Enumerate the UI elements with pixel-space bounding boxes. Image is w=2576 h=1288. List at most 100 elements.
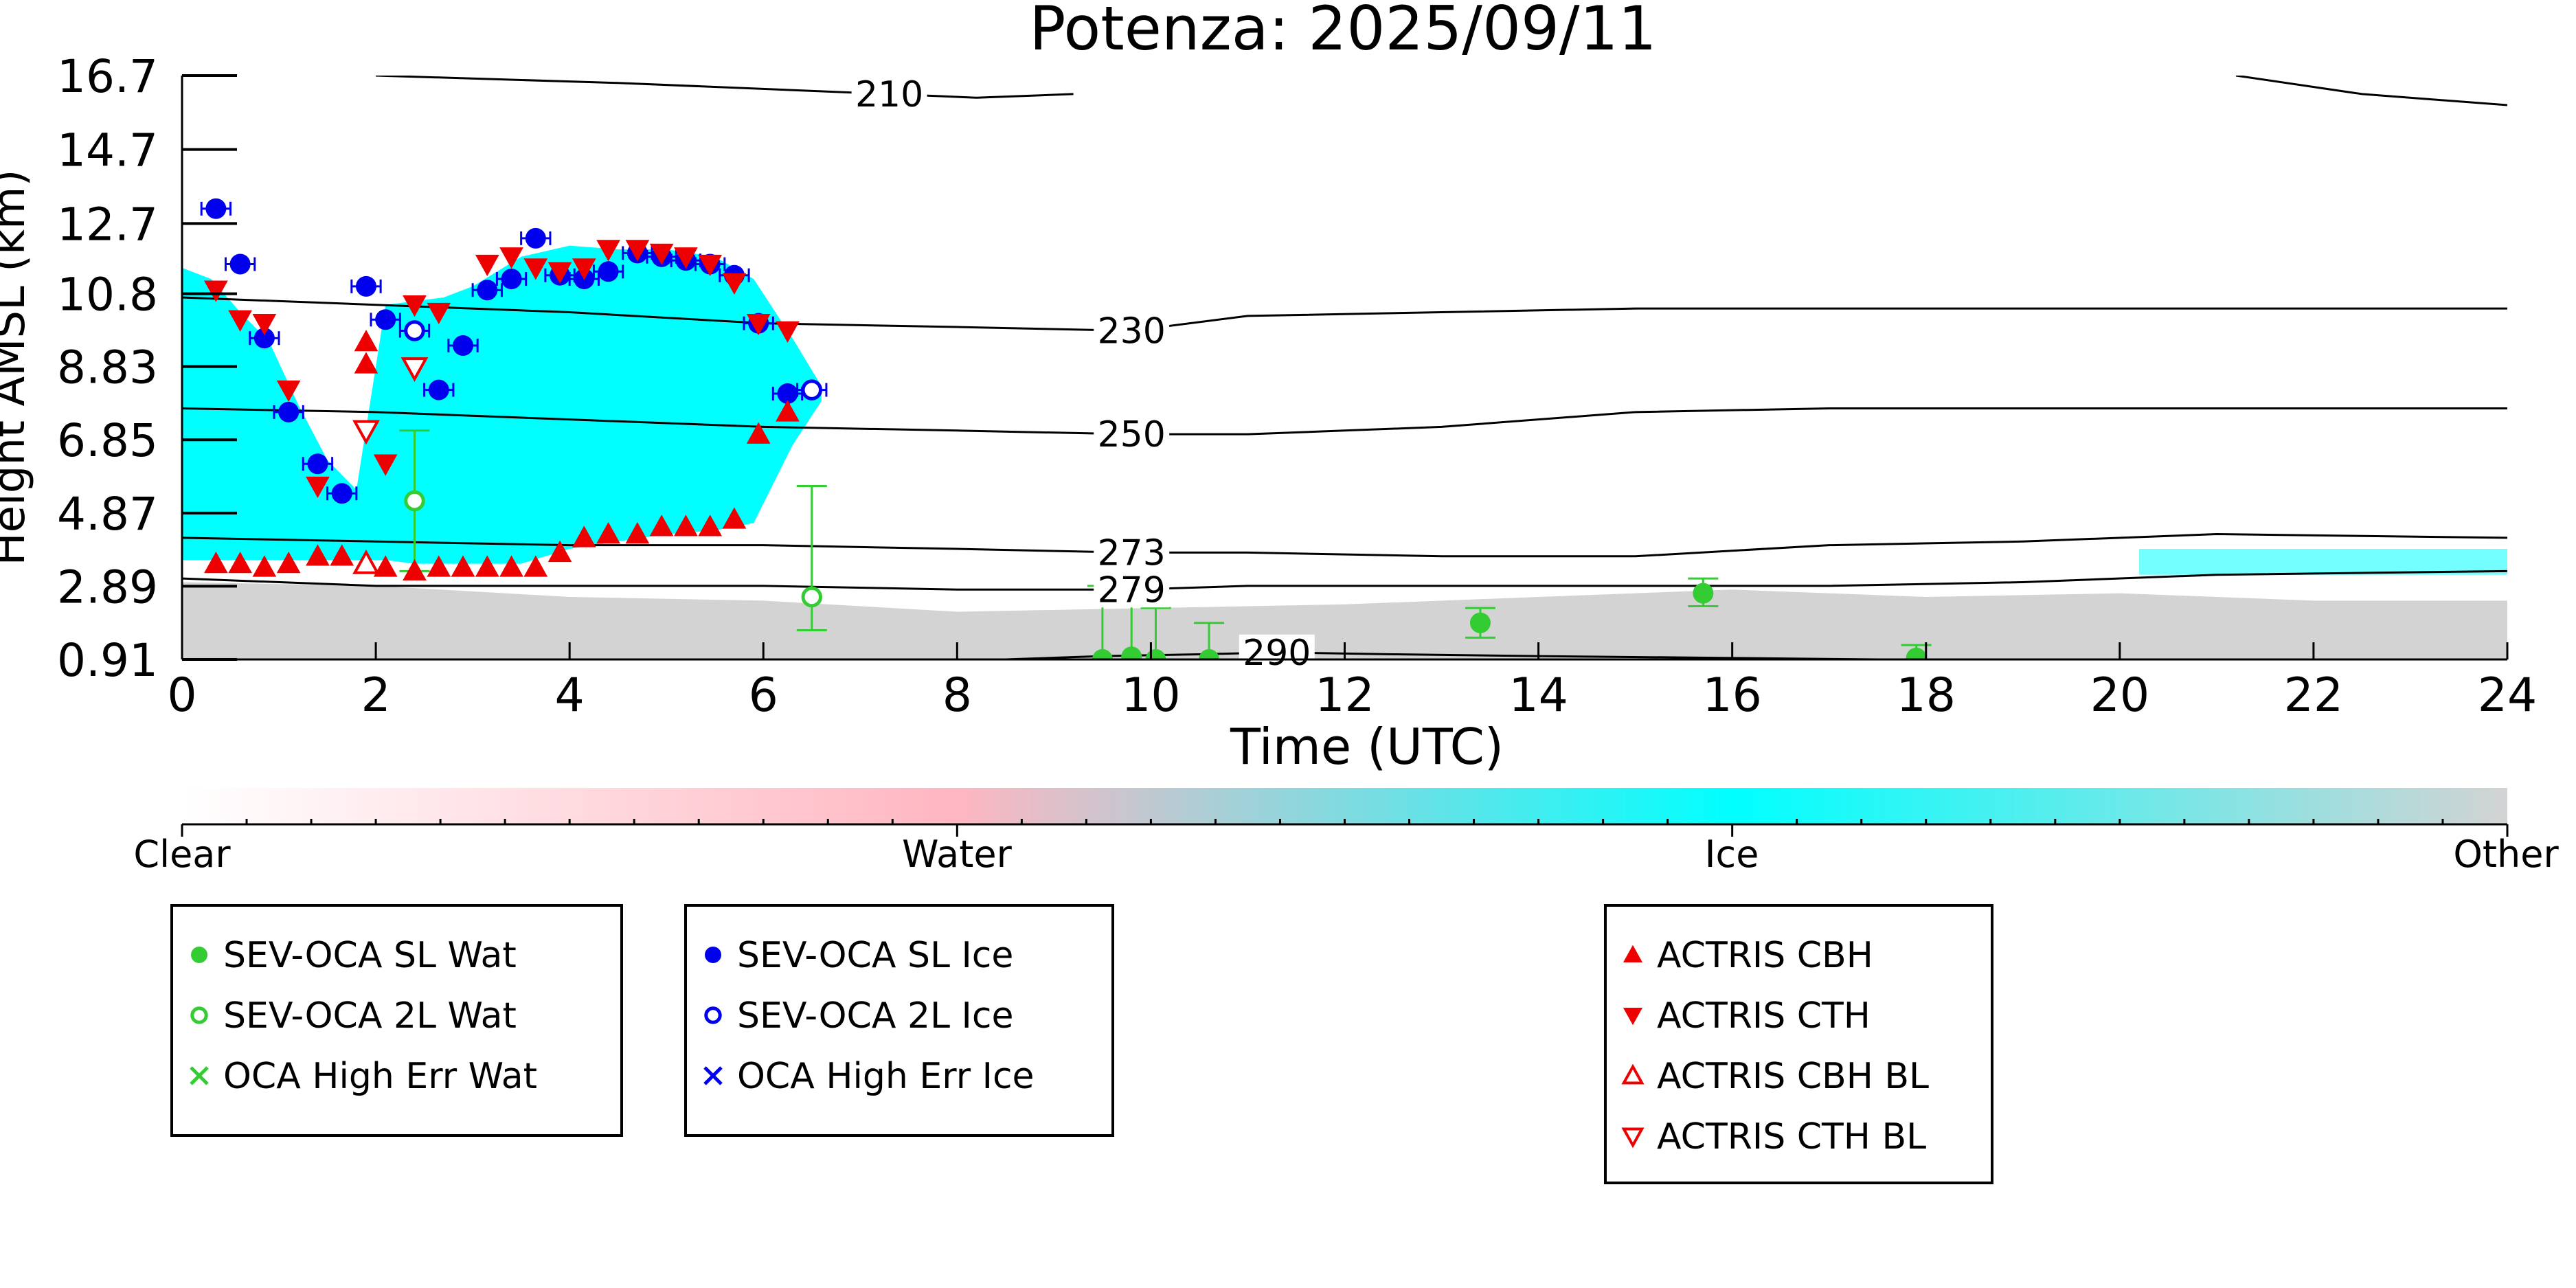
data-point (252, 555, 277, 577)
data-point (698, 515, 723, 536)
data-point (276, 552, 301, 574)
data-point (404, 320, 425, 341)
series-actris-cbh (204, 330, 800, 581)
y-tick-label: 10.8 (57, 269, 158, 321)
contour-label-background (1094, 313, 1170, 349)
data-point (204, 280, 228, 302)
y-tick-label: 4.87 (57, 488, 158, 541)
data-point (475, 254, 499, 277)
data-point (722, 273, 747, 295)
data-point (331, 483, 352, 504)
data-point (722, 507, 747, 529)
contour-label-background (851, 76, 927, 112)
data-point (400, 357, 429, 382)
legend-box-2: SEV-OCA SL Ice SEV-OCA 2L Ice OCA High Err… (684, 904, 1114, 1137)
other-class-region (182, 582, 2507, 659)
data-point (1092, 649, 1113, 659)
x-tick-label: 20 (2090, 668, 2150, 723)
data-point (776, 321, 800, 343)
x-tick-label: 18 (1896, 668, 1956, 723)
legend-label: SEV-OCA SL Wat (223, 935, 517, 976)
data-point (204, 552, 228, 574)
data-point (352, 549, 380, 574)
colorbar: Clear Water Ice Other (133, 788, 2559, 876)
data-point (547, 262, 572, 284)
colorbar-label-water: Water (902, 833, 1012, 876)
data-point (278, 401, 300, 422)
data-point (1199, 649, 1220, 659)
legend-marker (1623, 945, 1643, 963)
legend-box-1: SEV-OCA SL Wat SEV-OCA 2L Wat OCA High Err… (170, 904, 623, 1137)
data-point (572, 526, 596, 547)
legend-marker (705, 947, 721, 963)
legend-marker (703, 1066, 723, 1085)
colorbar-label-other: Other (2453, 833, 2559, 876)
data-point (698, 254, 723, 277)
legend-box-3: ACTRIS CBH ACTRIS CTH ACTRIS CBH BL ACTRIS … (1604, 904, 1993, 1184)
x-tick-label: 12 (1315, 668, 1375, 723)
data-point (228, 310, 252, 332)
data-point (354, 330, 379, 352)
legend-label: ACTRIS CBH (1657, 935, 1873, 976)
data-point (375, 309, 396, 330)
x-tick-label: 4 (555, 668, 585, 723)
legend-marker (704, 1006, 722, 1024)
data-point (499, 247, 523, 269)
data-point (596, 521, 620, 544)
data-point (252, 313, 277, 336)
y-tick-label: 8.83 (57, 341, 158, 394)
x-marker-stroke (703, 1066, 723, 1085)
data-point (523, 555, 548, 577)
colorbar-label-ice: Ice (1705, 833, 1759, 876)
data-point (352, 420, 380, 445)
contour-label-background (1094, 572, 1170, 608)
y-ticks: 16.7 14.7 12.7 10.8 8.83 6.85 4.87 2.89 0.91 (57, 50, 237, 687)
data-point (746, 422, 771, 444)
retrieval-markers (200, 198, 1932, 659)
contour-label: 210 (855, 74, 923, 115)
data-point (451, 555, 475, 577)
data-point (428, 379, 449, 400)
data-point (596, 240, 620, 262)
data-point (801, 379, 823, 400)
data-point (523, 258, 548, 280)
legend-frame (1604, 904, 1993, 1184)
legend-label: ACTRIS CTH BL (1657, 1116, 1926, 1157)
contour-label: 273 (1098, 532, 1166, 574)
data-point (403, 558, 427, 581)
data-point (649, 515, 674, 536)
data-point (477, 280, 498, 301)
y-tick-label: 12.7 (57, 198, 158, 251)
data-point (403, 295, 427, 317)
contour-line-273 (182, 533, 2507, 558)
data-point (330, 544, 354, 566)
data-point (776, 400, 800, 422)
contour-line-290 (1005, 651, 1878, 659)
data-point (674, 247, 698, 269)
colorbar-ticks (181, 819, 2509, 837)
data-point (253, 328, 275, 349)
data-point (373, 555, 398, 577)
x-tick-label: 22 (2284, 668, 2344, 723)
data-point (625, 521, 650, 544)
colorbar-gradient (182, 788, 2507, 824)
data-point (1121, 646, 1142, 659)
series-actris-cth-bl (352, 357, 429, 445)
x-tick-label: 8 (942, 668, 972, 723)
data-point (276, 380, 301, 403)
x-tick-label: 10 (1121, 668, 1181, 723)
data-point (625, 240, 650, 262)
y-tick-label: 14.7 (57, 124, 158, 177)
legend-marker (190, 1066, 209, 1085)
data-point (598, 261, 619, 282)
legends: SEV-OCA SL Wat SEV-OCA 2L Wat OCA High Err… (170, 904, 1993, 1184)
data-point (572, 258, 596, 280)
series-actris-cbh-bl (352, 549, 380, 574)
y-tick-label: 16.7 (57, 50, 158, 103)
x-tick-label: 14 (1509, 668, 1568, 723)
data-point (306, 544, 330, 566)
data-point (777, 383, 798, 404)
x-tick-label: 6 (749, 668, 778, 723)
data-point (649, 243, 674, 265)
data-point (499, 555, 523, 577)
